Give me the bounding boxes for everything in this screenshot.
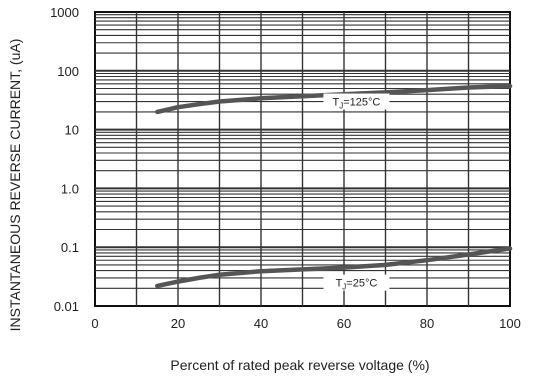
y-tick-label: 10 <box>65 123 79 138</box>
annotation-layer: TJ=125°C TJ=25°C <box>323 93 390 292</box>
curve-label-1: TJ=125°C <box>333 97 381 111</box>
y-tick-label: 0.1 <box>61 240 79 255</box>
x-axis-title: Percent of rated peak reverse voltage (%… <box>170 357 429 373</box>
curve-label-bg <box>323 93 390 110</box>
curve-label-2: TJ=25°C <box>336 278 378 292</box>
grid <box>94 11 511 307</box>
x-tick-label: 60 <box>337 316 351 331</box>
y-tick-label: 0.01 <box>54 299 79 314</box>
x-tick-label: 100 <box>499 316 521 331</box>
series-line-2 <box>155 246 513 289</box>
series-line-1 <box>155 83 513 115</box>
y-tick-label: 100 <box>57 64 79 79</box>
x-tick-label: 80 <box>420 316 434 331</box>
y-axis-title: INSTANTANEOUS REVERSE CURRENT, (uA) <box>7 39 23 332</box>
y-tick-label: 1.0 <box>61 181 79 196</box>
x-tick-label: 40 <box>254 316 268 331</box>
tick-labels: 0 20 40 60 80 100 0.01 0.1 1.0 10 100 1000 <box>50 5 521 331</box>
x-tick-label: 0 <box>91 316 98 331</box>
y-tick-label: 1000 <box>50 5 79 20</box>
curve-label-bg <box>323 274 390 291</box>
series-layer <box>155 83 513 289</box>
x-tick-label: 20 <box>171 316 185 331</box>
